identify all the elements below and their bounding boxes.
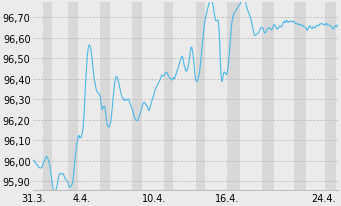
- Bar: [132, 3, 142, 191]
- Bar: [227, 3, 240, 191]
- Bar: [68, 3, 78, 191]
- Bar: [43, 3, 53, 191]
- Bar: [325, 3, 336, 191]
- Bar: [196, 3, 205, 191]
- Bar: [164, 3, 173, 191]
- Bar: [100, 3, 110, 191]
- Bar: [263, 3, 274, 191]
- Bar: [294, 3, 306, 191]
